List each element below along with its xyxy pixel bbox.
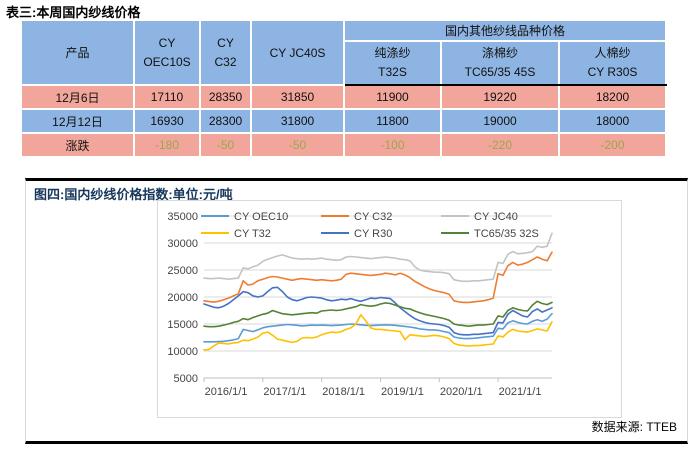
header-line: 涤棉纱: [481, 46, 518, 60]
series-line-cy-r30: [203, 286, 553, 336]
change-cell: -180: [133, 132, 201, 158]
y-axis-label: 35000: [167, 211, 198, 223]
header-line: 人棉纱: [594, 46, 631, 60]
table-header-sub-row: 纯涤纱 T32S 涤棉纱 TC65/35 45S 人棉纱 CY R30S: [21, 40, 667, 86]
header-cy-oec10s: CY OEC10S: [133, 19, 201, 86]
row-label: 涨跌: [20, 132, 135, 158]
cell: 11900: [343, 84, 442, 110]
x-axis-label: 2021/1/1: [499, 386, 542, 398]
price-chart: 35000 30000 25000 20000 15000 10000 5000 2016/1…: [157, 200, 622, 418]
header-line: C32: [214, 54, 237, 69]
y-axis-label: 15000: [167, 319, 198, 331]
y-axis-label: 10000: [167, 346, 198, 358]
header-t32s: 纯涤纱 T32S: [343, 40, 442, 86]
series-line-tc65-35-32s: [203, 300, 553, 328]
cell: 28300: [199, 108, 252, 134]
yarn-price-table: 产品 CY OEC10S CY C32 CY JC40S 国内其他纱线品种价格 …: [20, 19, 667, 158]
cell: 19000: [440, 108, 560, 134]
change-cell: -50: [199, 132, 252, 158]
chart-title: 图四:国内纱线价格指数:单位:元/吨: [34, 187, 233, 202]
cell: 18200: [558, 84, 667, 110]
header-other-yarn-group: 国内其他纱线品种价格: [343, 19, 667, 42]
change-cell: -200: [558, 132, 667, 158]
table-title: 表三:本周国内纱线价格: [6, 5, 141, 20]
cell: 31800: [250, 108, 345, 134]
header-line: CY R30S: [587, 65, 638, 79]
x-axis-label: 2017/1/1: [263, 386, 306, 398]
y-axis-label: 5000: [174, 373, 198, 385]
series-line-cy-oec10: [203, 312, 553, 343]
data-source-note: 数据来源: TTEB: [591, 420, 677, 434]
x-axis-label: 2016/1/1: [205, 386, 248, 398]
series-line-cy-c32: [203, 251, 553, 304]
header-line: T32S: [378, 65, 407, 79]
row-label: 12月6日: [20, 84, 135, 110]
chart-panel: 图四:国内纱线价格指数:单位:元/吨 35000 30000 25000 20000 1…: [25, 178, 688, 444]
header-tc6535: 涤棉纱 TC65/35 45S: [440, 40, 560, 86]
table-header-group-row: 产品 CY OEC10S CY C32 CY JC40S 国内其他纱线品种价格: [20, 19, 667, 86]
x-axis-label: 2018/1/1: [322, 386, 365, 398]
change-cell: -50: [250, 132, 345, 158]
change-cell: -220: [440, 132, 560, 158]
header-cy-c32: CY C32: [199, 19, 252, 86]
row-label: 12月12日: [20, 108, 135, 134]
cell: 19220: [440, 84, 560, 110]
header-line: CY: [217, 35, 234, 50]
header-product: 产品: [20, 19, 135, 86]
cell: 17110: [133, 84, 201, 110]
series-line-cy-jc40: [203, 232, 553, 283]
header-line: OEC10S: [143, 54, 191, 69]
change-cell: -100: [343, 132, 442, 158]
header-line: CY: [158, 35, 176, 50]
series-line-cy-t32: [203, 314, 553, 351]
y-axis-label: 30000: [167, 238, 198, 250]
price-chart-svg: 35000 30000 25000 20000 15000 10000 5000 2016/1…: [167, 211, 553, 398]
header-line: 纯涤纱: [374, 46, 411, 60]
header-line: TC65/35 45S: [464, 65, 536, 79]
header-cy-r30s: 人棉纱 CY R30S: [558, 40, 667, 86]
y-axis-label: 20000: [167, 292, 198, 304]
cell: 11800: [343, 108, 442, 134]
cell: 18000: [558, 108, 667, 134]
cell: 31850: [250, 84, 345, 110]
header-cy-jc40s: CY JC40S: [250, 19, 345, 86]
x-axis-label: 2020/1/1: [440, 386, 483, 398]
cell: 16930: [133, 108, 201, 134]
table-row: 12月6日 17110 28350 31850 11900 19220 1820…: [20, 84, 667, 110]
table-row-change: 涨跌 -180 -50 -50 -100 -220 -200: [20, 132, 667, 158]
y-axis-label: 25000: [167, 265, 198, 277]
table-row: 12月12日 16930 28300 31800 11800 19000 180…: [20, 108, 667, 134]
cell: 28350: [199, 84, 252, 110]
x-axis-label: 2019/1/1: [381, 386, 424, 398]
